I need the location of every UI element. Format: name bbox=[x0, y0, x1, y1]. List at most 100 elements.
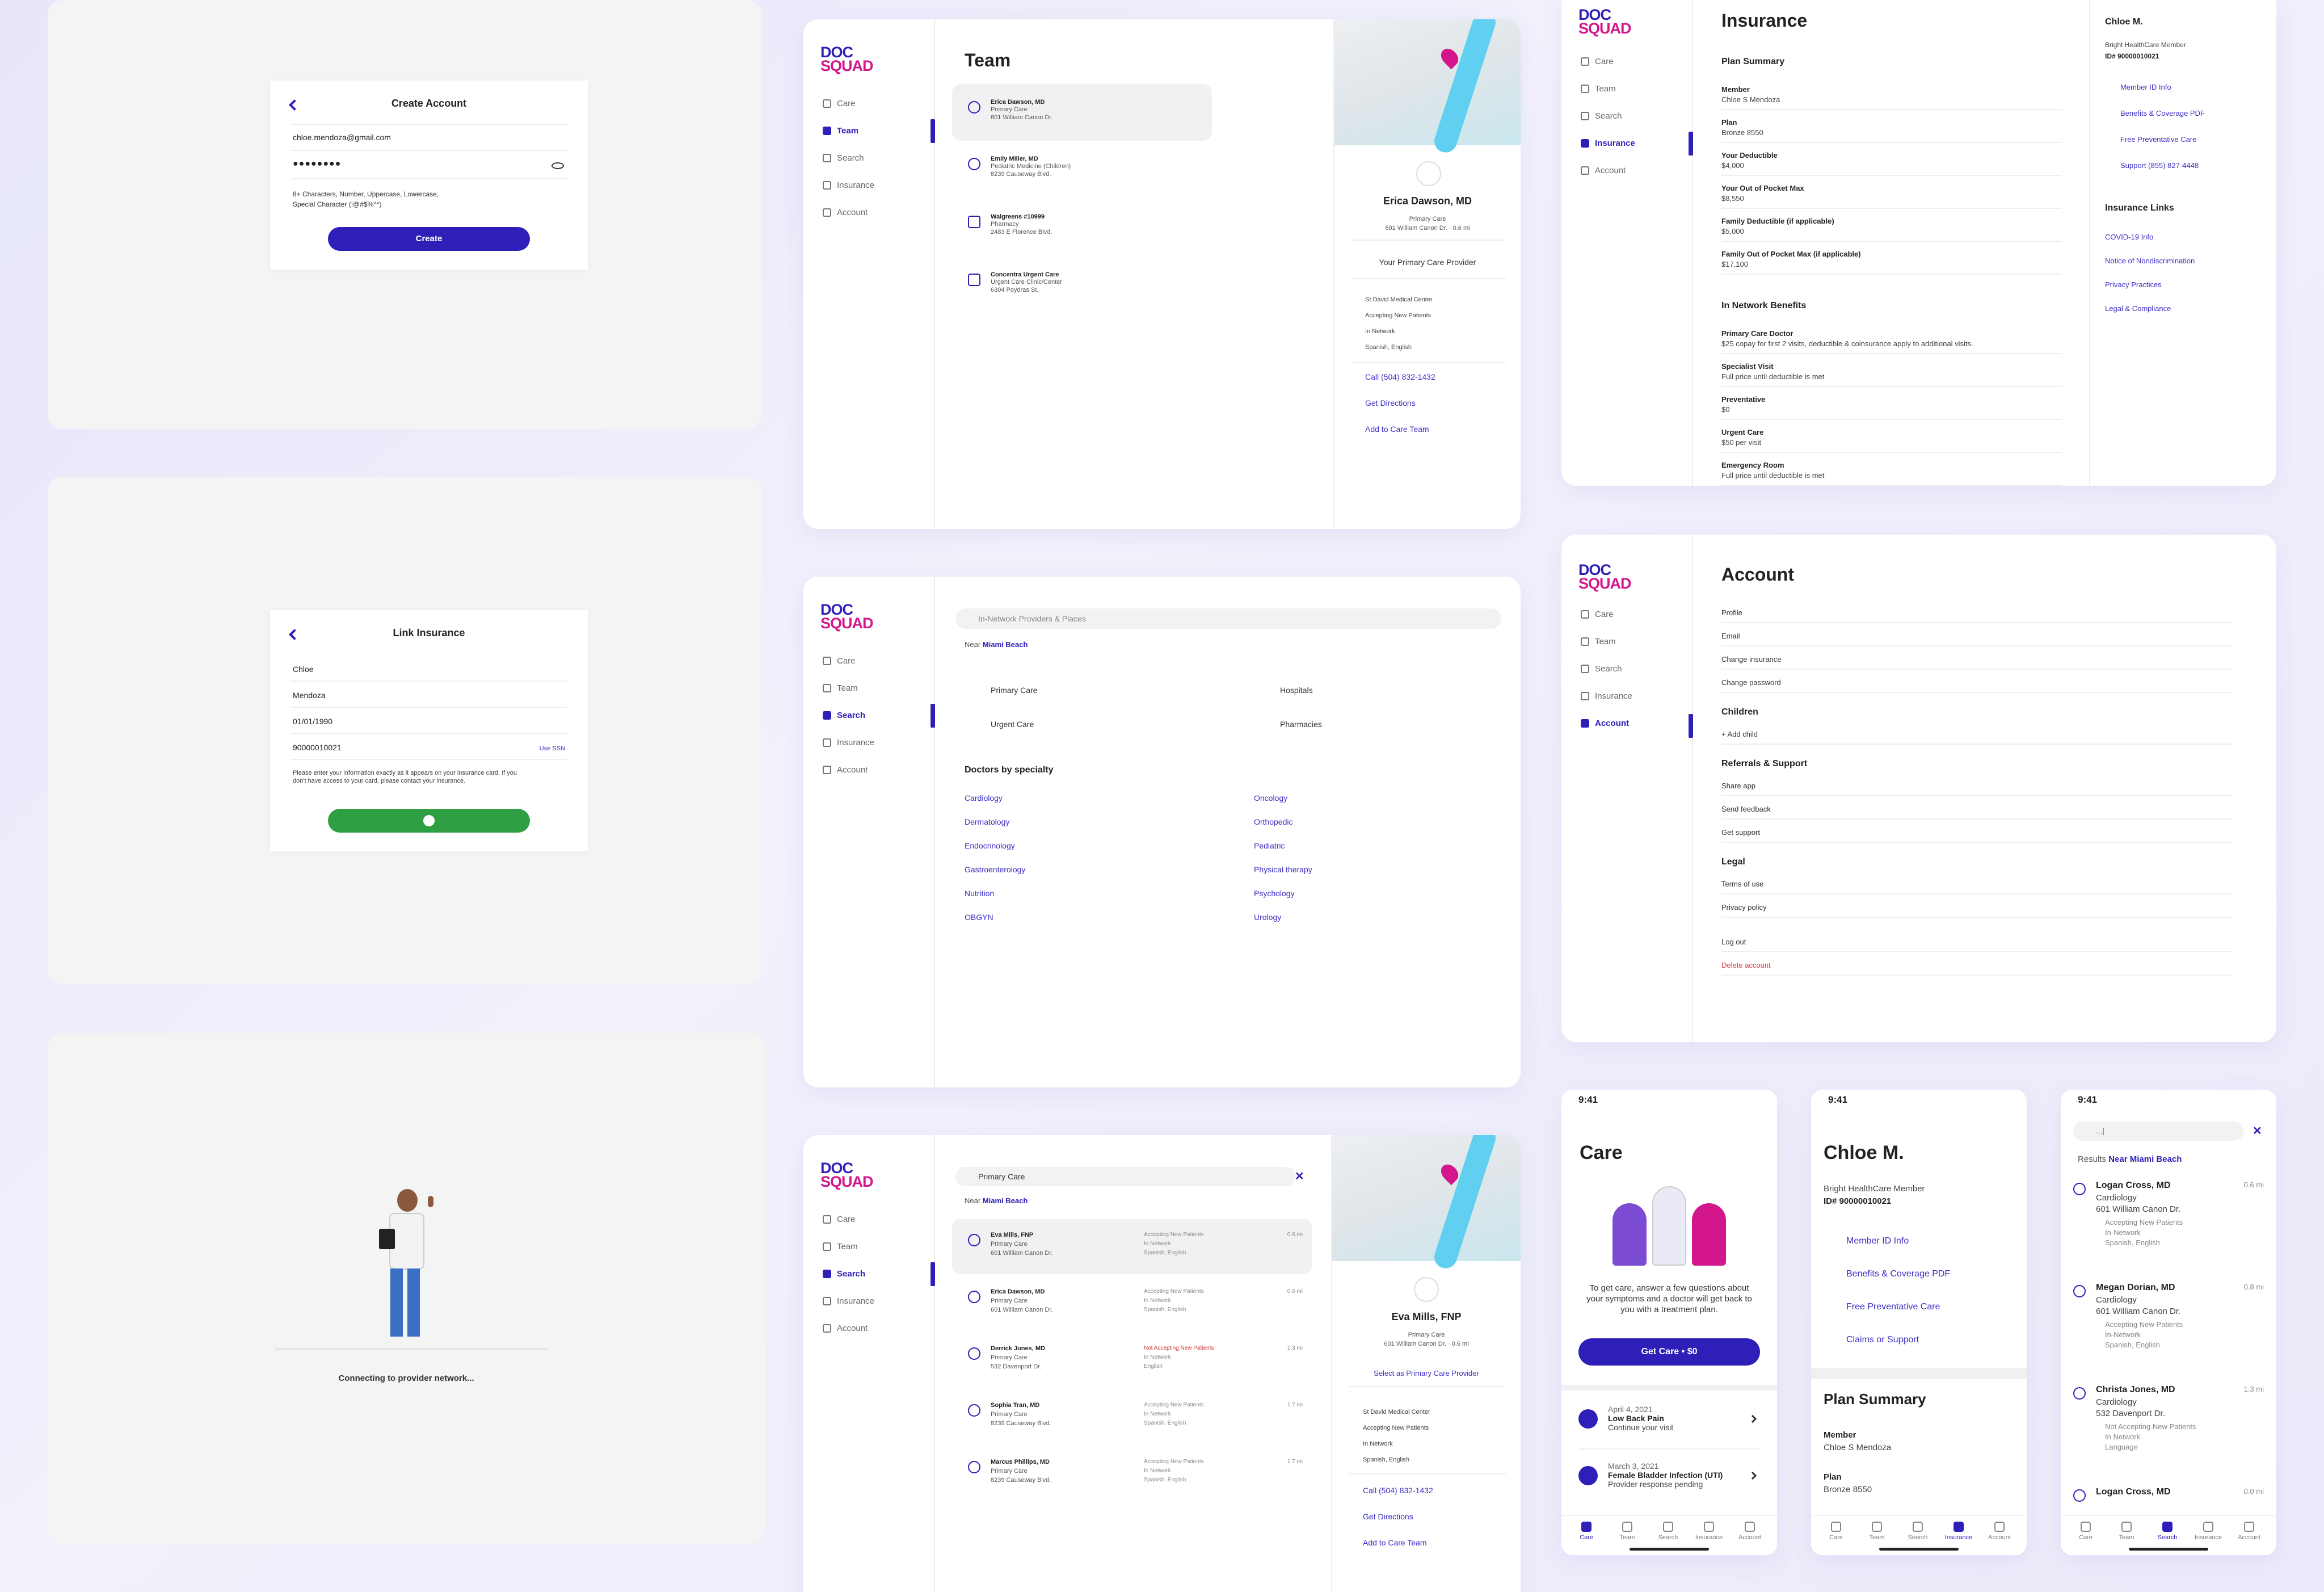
visit-item[interactable]: April 4, 2021 Low Back Pain Continue you… bbox=[1578, 1405, 1760, 1432]
dob-field[interactable]: 01/01/1990 bbox=[293, 717, 333, 726]
search-input[interactable]: Primary Care bbox=[955, 1167, 1296, 1186]
password-field[interactable]: ●●●●●●●● bbox=[293, 159, 342, 169]
nav-insurance[interactable]: Insurance bbox=[1581, 138, 1635, 148]
privacy-practices-link[interactable]: Privacy Practices bbox=[2105, 280, 2162, 289]
category-primary-care[interactable]: Primary Care bbox=[991, 686, 1038, 695]
use-ssn-link[interactable]: Use SSN bbox=[539, 745, 565, 752]
benefits-pdf-link[interactable]: Benefits & Coverage PDF bbox=[2120, 109, 2205, 117]
directions-link[interactable]: Get Directions bbox=[1363, 1512, 1413, 1521]
tab-account[interactable]: Account bbox=[2232, 1522, 2266, 1541]
account-item[interactable]: Change insurance bbox=[1721, 655, 1782, 663]
legal-item[interactable]: Privacy policy bbox=[1721, 903, 1767, 911]
result-row[interactable]: Derrick Jones, MD Primary Care 532 Davenpo… bbox=[968, 1345, 1303, 1391]
nav-account[interactable]: Account bbox=[1581, 719, 1629, 728]
tab-care[interactable]: Care bbox=[1569, 1522, 1603, 1541]
specialty-link[interactable]: Pediatric bbox=[1254, 841, 1285, 850]
nav-team[interactable]: Team bbox=[1581, 84, 1616, 94]
nav-team[interactable]: Team bbox=[1581, 637, 1616, 646]
legal-compliance-link[interactable]: Legal & Compliance bbox=[2105, 304, 2171, 313]
category-pharmacies[interactable]: Pharmacies bbox=[1280, 720, 1322, 729]
support-item[interactable]: Send feedback bbox=[1721, 805, 1771, 813]
specialty-link[interactable]: Endocrinology bbox=[965, 841, 1015, 850]
specialty-link[interactable]: Dermatology bbox=[965, 817, 1010, 826]
result-row[interactable]: Eva Mills, FNP Primary Care 601 William Ca… bbox=[968, 1232, 1303, 1277]
result-row[interactable]: Megan Dorian, MD 0.8 mi Cardiology 601 Will… bbox=[2073, 1283, 2264, 1379]
category-hospitals[interactable]: Hospitals bbox=[1280, 686, 1313, 695]
nav-care[interactable]: Care bbox=[1581, 610, 1614, 619]
tab-insurance[interactable]: Insurance bbox=[2191, 1522, 2225, 1541]
result-row[interactable]: Sophia Tran, MD Primary Care 8239 Causeway… bbox=[968, 1402, 1303, 1447]
clear-search-icon[interactable]: ✕ bbox=[1295, 1170, 1304, 1183]
directions-link[interactable]: Get Directions bbox=[1365, 398, 1416, 408]
nav-account[interactable]: Account bbox=[823, 765, 868, 775]
specialty-link[interactable]: Gastroenterology bbox=[965, 865, 1026, 874]
tab-search[interactable]: Search bbox=[1651, 1522, 1685, 1541]
tab-team[interactable]: Team bbox=[1610, 1522, 1644, 1541]
logout-button[interactable]: Log out bbox=[1721, 938, 1746, 946]
map[interactable] bbox=[1332, 1135, 1521, 1271]
team-row[interactable]: Emily Miller, MD Pediatric Medicine (Chil… bbox=[968, 156, 1071, 178]
nondiscrimination-link[interactable]: Notice of Nondiscrimination bbox=[2105, 257, 2195, 265]
preventative-care-link[interactable]: Free Preventative Care bbox=[2120, 135, 2197, 144]
legal-item[interactable]: Terms of use bbox=[1721, 880, 1764, 888]
nav-account[interactable]: Account bbox=[1581, 166, 1626, 175]
nav-team[interactable]: Team bbox=[823, 126, 858, 136]
specialty-link[interactable]: Orthopedic bbox=[1254, 817, 1293, 826]
nav-care[interactable]: Care bbox=[823, 656, 856, 666]
support-item[interactable]: Get support bbox=[1721, 828, 1760, 837]
nav-insurance[interactable]: Insurance bbox=[823, 1296, 874, 1306]
first-name-field[interactable]: Chloe bbox=[293, 665, 314, 674]
team-row-selected[interactable] bbox=[952, 84, 1212, 141]
map[interactable] bbox=[1334, 19, 1521, 156]
account-item[interactable]: Profile bbox=[1721, 608, 1742, 617]
specialty-link[interactable]: Urology bbox=[1254, 913, 1282, 922]
add-child-link[interactable]: + Add child bbox=[1721, 730, 1758, 738]
nav-search[interactable]: Search bbox=[823, 153, 864, 163]
member-id-info-link[interactable]: Member ID Info bbox=[1846, 1236, 1909, 1246]
tab-team[interactable]: Team bbox=[2110, 1522, 2144, 1541]
create-button[interactable]: Create bbox=[328, 227, 530, 251]
account-item[interactable]: Email bbox=[1721, 632, 1740, 640]
preventative-care-link[interactable]: Free Preventative Care bbox=[1846, 1302, 1940, 1312]
call-link[interactable]: Call (504) 832-1432 bbox=[1365, 372, 1435, 381]
benefits-pdf-link[interactable]: Benefits & Coverage PDF bbox=[1846, 1269, 1951, 1279]
nav-team[interactable]: Team bbox=[823, 683, 858, 693]
support-item[interactable]: Share app bbox=[1721, 782, 1755, 790]
member-id-info-link[interactable]: Member ID Info bbox=[2120, 83, 2171, 91]
tab-search[interactable]: Search bbox=[1901, 1522, 1935, 1541]
tab-insurance[interactable]: Insurance bbox=[1692, 1522, 1726, 1541]
result-row[interactable]: Logan Cross, MD 0.6 mi Cardiology 601 Willi… bbox=[2073, 1181, 2264, 1277]
member-id-field[interactable]: 90000010021 bbox=[293, 743, 342, 752]
covid-link[interactable]: COVID-19 Info bbox=[2105, 233, 2154, 241]
nav-care[interactable]: Care bbox=[823, 99, 856, 108]
nav-search[interactable]: Search bbox=[1581, 664, 1622, 674]
add-care-team-link[interactable]: Add to Care Team bbox=[1365, 425, 1429, 434]
result-row-selected[interactable] bbox=[952, 1219, 1312, 1274]
tab-team[interactable]: Team bbox=[1860, 1522, 1894, 1541]
result-row[interactable]: Logan Cross, MD 0.0 mi bbox=[2073, 1487, 2264, 1555]
last-name-field[interactable]: Mendoza bbox=[293, 691, 326, 700]
submit-check-button[interactable] bbox=[328, 809, 530, 833]
eye-icon[interactable] bbox=[551, 162, 564, 169]
nav-search[interactable]: Search bbox=[1581, 111, 1622, 121]
nav-care[interactable]: Care bbox=[1581, 57, 1614, 66]
tab-insurance[interactable]: Insurance bbox=[1942, 1522, 1976, 1541]
result-row[interactable]: Erica Dawson, MD Primary Care 601 William … bbox=[968, 1288, 1303, 1334]
email-field[interactable]: chloe.mendoza@gmail.com bbox=[293, 133, 391, 142]
specialty-link[interactable]: Oncology bbox=[1254, 793, 1288, 803]
result-row[interactable]: Marcus Phillips, MD Primary Care 8239 Caus… bbox=[968, 1459, 1303, 1504]
account-item[interactable]: Change password bbox=[1721, 678, 1781, 687]
specialty-link[interactable]: Physical therapy bbox=[1254, 865, 1312, 874]
tab-care[interactable]: Care bbox=[2069, 1522, 2103, 1541]
get-care-button[interactable]: Get Care • $0 bbox=[1578, 1338, 1760, 1366]
visit-item[interactable]: March 3, 2021 Female Bladder Infection (… bbox=[1578, 1461, 1760, 1489]
nav-account[interactable]: Account bbox=[823, 1324, 868, 1333]
tab-account[interactable]: Account bbox=[1982, 1522, 2016, 1541]
specialty-link[interactable]: Nutrition bbox=[965, 889, 995, 898]
near-location[interactable]: Near Miami Beach bbox=[965, 1196, 1028, 1205]
team-row[interactable]: Erica Dawson, MD Primary Care 601 William … bbox=[968, 99, 1052, 121]
nav-team[interactable]: Team bbox=[823, 1242, 858, 1251]
team-row[interactable]: Concentra Urgent Care Urgent Care Clinic/… bbox=[968, 271, 1062, 294]
nav-insurance[interactable]: Insurance bbox=[1581, 691, 1632, 701]
specialty-link[interactable]: OBGYN bbox=[965, 913, 993, 922]
